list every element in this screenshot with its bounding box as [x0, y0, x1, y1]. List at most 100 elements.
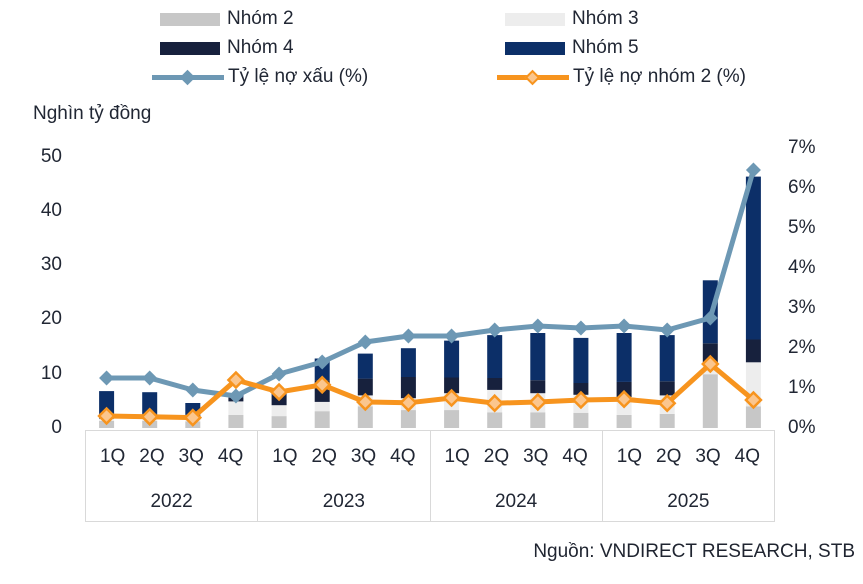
quarter-tick-label: 4Q	[562, 446, 588, 467]
bar-segment	[530, 412, 546, 428]
quarter-tick-label: 1Q	[99, 446, 126, 467]
diamond-marker-icon	[399, 393, 418, 413]
bar-segment	[487, 335, 503, 378]
legend-item-group2-ratio: Tỷ lệ nợ nhóm 2 (%)	[497, 66, 820, 88]
year-label: 2022	[150, 491, 193, 512]
right-axis-tick-label: 0%	[788, 417, 816, 438]
diamond-marker-icon	[99, 370, 115, 386]
x-axis-year-group: 1Q 2Q 3Q 4Q 2023	[258, 431, 431, 521]
npl-line-swatch-icon	[152, 69, 224, 85]
bar-segment	[530, 333, 546, 381]
diamond-marker-icon	[269, 382, 289, 402]
quarter-tick-label: 4Q	[390, 446, 416, 467]
legend-item-nhom-2: Nhóm 2	[160, 8, 505, 30]
legend-label: Nhóm 5	[572, 37, 639, 58]
bar-segment	[745, 339, 761, 363]
left-axis-tick-label: 0	[51, 417, 62, 438]
diamond-marker-icon	[185, 382, 201, 398]
diamond-marker-icon	[659, 322, 675, 338]
quarter-tick-label: 1Q	[616, 446, 643, 467]
legend-label: Tỷ lệ nợ nhóm 2 (%)	[573, 66, 746, 87]
x-axis-year-group: 1Q 2Q 3Q 4Q 2025	[603, 431, 774, 521]
bar-segment	[530, 380, 546, 394]
diamond-marker-icon	[528, 392, 548, 412]
bar-segment	[228, 415, 244, 428]
bar-segment	[271, 416, 287, 428]
left-axis-tick-label: 50	[40, 145, 62, 167]
legend-item-nhom-4: Nhóm 4	[160, 37, 505, 59]
diamond-marker-icon	[701, 354, 720, 374]
right-axis-tick-label: 3%	[788, 297, 816, 318]
bar-segment	[400, 377, 416, 399]
left-axis-tick-label: 40	[40, 199, 62, 221]
x-axis-year-group: 1Q 2Q 3Q 4Q 2022	[86, 431, 259, 521]
diamond-marker-icon	[573, 320, 589, 336]
diamond-marker-icon	[312, 375, 332, 395]
year-label: 2024	[494, 491, 538, 512]
diamond-marker-icon	[614, 389, 634, 409]
diamond-marker-icon	[142, 370, 158, 386]
bar-segment	[616, 333, 632, 382]
legend-label: Nhóm 4	[227, 37, 294, 58]
bar-segment	[444, 410, 460, 428]
chart-legend: Nhóm 2 Nhóm 3 Nhóm 4 Nhóm 5 Tỷ lệ nợ xấu…	[152, 8, 820, 88]
right-axis-tick-label: 1%	[788, 377, 816, 398]
right-axis-tick-label: 2%	[788, 337, 816, 358]
bar-segment	[745, 176, 761, 340]
bar-segment	[99, 391, 115, 414]
left-axis-tick-label: 10	[40, 362, 62, 384]
diamond-marker-icon	[97, 406, 116, 426]
source-note: Nguồn: VNDIRECT RESEARCH, STB	[533, 541, 855, 562]
diamond-marker-icon	[271, 366, 287, 382]
legend-item-npl-ratio: Tỷ lệ nợ xấu (%)	[152, 66, 505, 88]
quarter-tick-label: 3Q	[695, 446, 721, 467]
legend-item-nhom-3: Nhóm 3	[505, 8, 820, 30]
quarter-tick-label: 2Q	[483, 446, 510, 467]
left-axis-tick-label: 20	[40, 308, 62, 330]
left-axis-ticks: 0 10 20 30 40 50	[0, 0, 62, 584]
bar-segment	[573, 382, 589, 395]
diamond-marker-icon	[226, 370, 246, 390]
quarter-tick-label: 3Q	[523, 446, 549, 467]
bar-segment	[357, 406, 373, 428]
left-axis-tick-label: 30	[40, 254, 62, 276]
legend-label: Nhóm 3	[572, 8, 639, 29]
x-axis: 1Q 2Q 3Q 4Q 2022 1Q 2Q 3Q 4Q 2023 1Q 2Q 3Q 4Q 2024 1Q 2Q…	[85, 430, 775, 522]
diamond-marker-icon	[702, 310, 718, 326]
diamond-marker-icon	[530, 318, 546, 334]
bar-segment	[357, 378, 373, 396]
diamond-marker-icon	[487, 322, 503, 338]
nhom-3-swatch-icon	[505, 12, 565, 26]
line-series	[106, 169, 756, 399]
year-label: 2025	[667, 491, 710, 512]
diamond-marker-icon	[485, 393, 504, 413]
diamond-marker-icon	[400, 328, 416, 344]
bar-segment	[271, 405, 287, 417]
nhom-4-swatch-icon	[160, 41, 220, 55]
nhom-2-swatch-icon	[160, 12, 220, 26]
right-axis-tick-label: 6%	[788, 177, 816, 198]
diamond-marker-icon	[657, 393, 677, 413]
right-axis-tick-label: 7%	[788, 137, 816, 158]
x-axis-year-group: 1Q 2Q 3Q 4Q 2024	[431, 431, 603, 521]
bar-segment	[745, 406, 761, 428]
legend-label: Tỷ lệ nợ xấu (%)	[228, 66, 369, 87]
bar-segment	[142, 392, 158, 414]
bar-segment	[573, 412, 589, 428]
bar-segment	[616, 415, 632, 428]
diamond-marker-icon	[571, 390, 591, 410]
bar-segment	[616, 381, 632, 397]
line-series	[106, 361, 756, 421]
group2-line-swatch-icon	[497, 69, 569, 85]
diamond-marker-icon	[744, 390, 763, 410]
quarter-tick-label: 2Q	[311, 446, 337, 467]
bar-segment	[573, 337, 589, 383]
bar-segment	[314, 411, 330, 428]
diamond-marker-icon	[356, 392, 375, 412]
quarter-tick-label: 4Q	[734, 446, 760, 467]
diamond-marker-icon	[140, 407, 159, 427]
quarter-tick-label: 2Q	[656, 446, 682, 467]
bar-segment	[400, 348, 416, 377]
bar-segment	[659, 413, 675, 428]
